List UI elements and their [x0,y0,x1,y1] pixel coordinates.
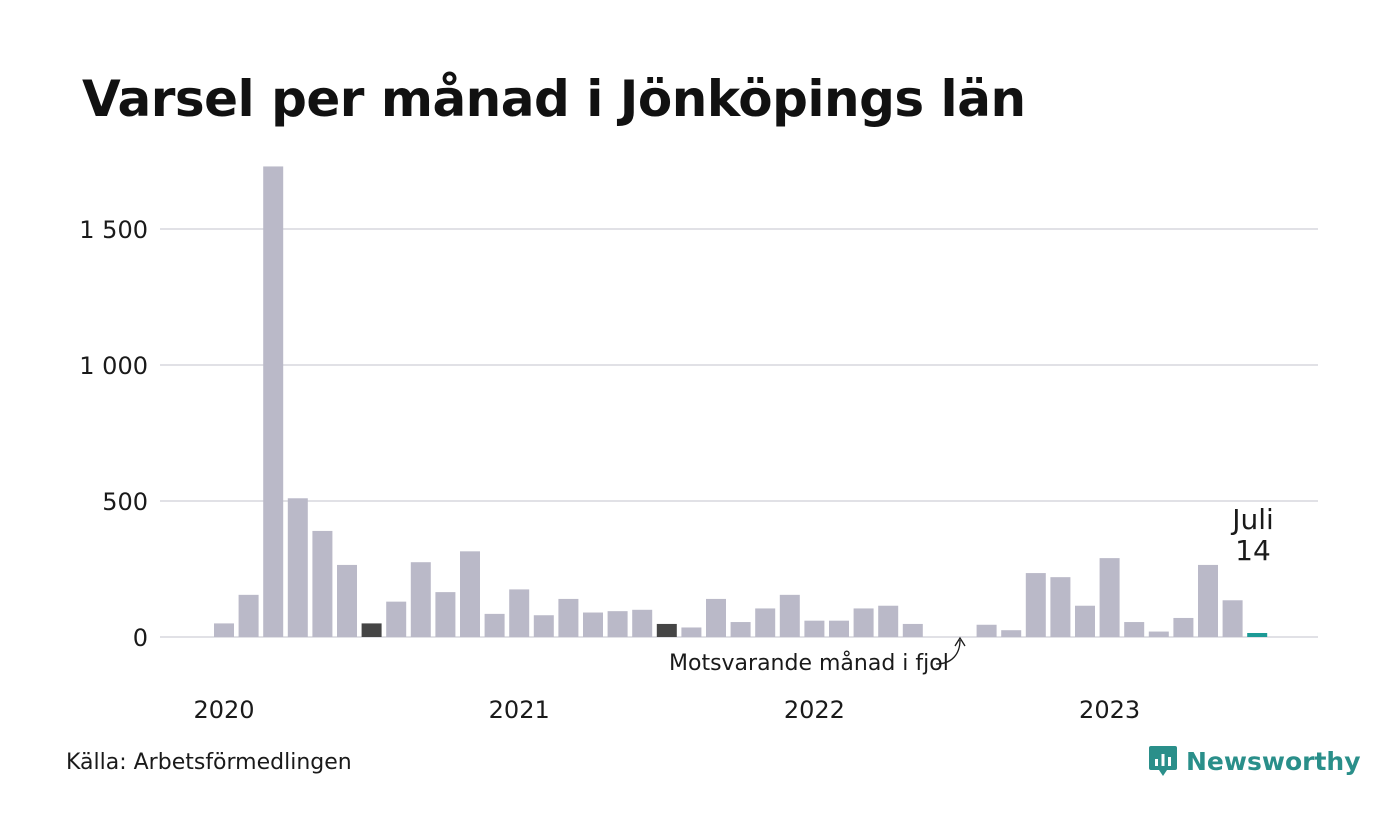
bar-2020-02 [238,594,259,637]
y-tick-label: 0 [133,624,148,652]
bar-2020-12 [484,613,505,637]
bar-2020-05 [312,530,333,637]
bar-2023-05 [1198,564,1218,637]
bar-series [214,166,1268,637]
bar-2021-07 [656,623,677,637]
y-tick-label: 1 000 [79,352,148,380]
bar-2021-12 [779,594,800,637]
annotation: Motsvarande månad i fjol [669,636,966,676]
bar-2022-09 [1001,630,1022,637]
bar-2020-06 [337,564,357,637]
x-axis-ticks: 2020 2021 2022 2023 [193,696,1140,724]
bar-2022-01 [804,620,825,637]
bar-2020-04 [287,498,308,637]
bar-2020-11 [460,551,480,637]
bar-2023-04 [1173,617,1194,637]
bar-2023-07 [1247,633,1268,637]
bar-2021-01 [509,589,530,637]
bar-2021-06 [632,609,653,637]
callout-month: Juli [1230,503,1274,536]
bar-2021-04 [583,612,603,637]
bar-2020-03 [263,166,284,637]
annotation-arrow [935,639,961,665]
bar-2020-08 [386,601,407,637]
bar-2022-04 [878,605,899,637]
bar-2021-02 [533,615,554,637]
bar-2021-10 [730,622,751,637]
bar-2022-12 [1075,605,1095,637]
bar-2023-02 [1124,622,1145,637]
chart-title: Varsel per månad i Jönköpings län [82,70,1026,128]
bar-2021-11 [755,608,776,637]
brand-name: Newsworthy [1186,746,1361,776]
bar-2022-10 [1025,573,1046,637]
bar-2021-09 [706,598,726,637]
bar-2020-09 [410,562,431,637]
y-tick-label: 1 500 [79,216,148,244]
gridlines [160,228,1318,638]
newsworthy-logo-icon [1149,746,1177,776]
bar-2021-05 [607,611,628,637]
annotation-arrowhead [954,636,966,647]
x-tick-label: 2022 [784,696,845,724]
bar-2023-06 [1222,600,1243,637]
bar-2021-03 [558,598,579,637]
bar-2020-07 [361,623,382,637]
callout-value: 14 [1235,534,1271,567]
x-tick-label: 2021 [489,696,550,724]
brand-logo: Newsworthy [1148,744,1361,778]
bar-2022-02 [829,620,849,637]
y-axis-ticks: 0 500 1 000 1 500 [79,216,148,652]
bar-2022-05 [902,623,923,637]
bar-2023-01 [1099,558,1120,637]
source-label: Källa: Arbetsförmedlingen [66,750,352,775]
current-callout: Juli 14 [1230,503,1274,567]
bar-2022-08 [976,624,997,637]
x-tick-label: 2020 [193,696,254,724]
bar-2022-03 [853,608,874,637]
x-tick-label: 2023 [1079,696,1140,724]
bar-2022-11 [1050,577,1071,637]
bar-2020-01 [214,623,234,637]
y-tick-label: 500 [102,488,148,516]
bar-2021-08 [681,627,702,637]
bar-2020-10 [435,592,456,637]
annotation-text: Motsvarande månad i fjol [669,650,949,676]
bar-2023-03 [1148,631,1169,637]
